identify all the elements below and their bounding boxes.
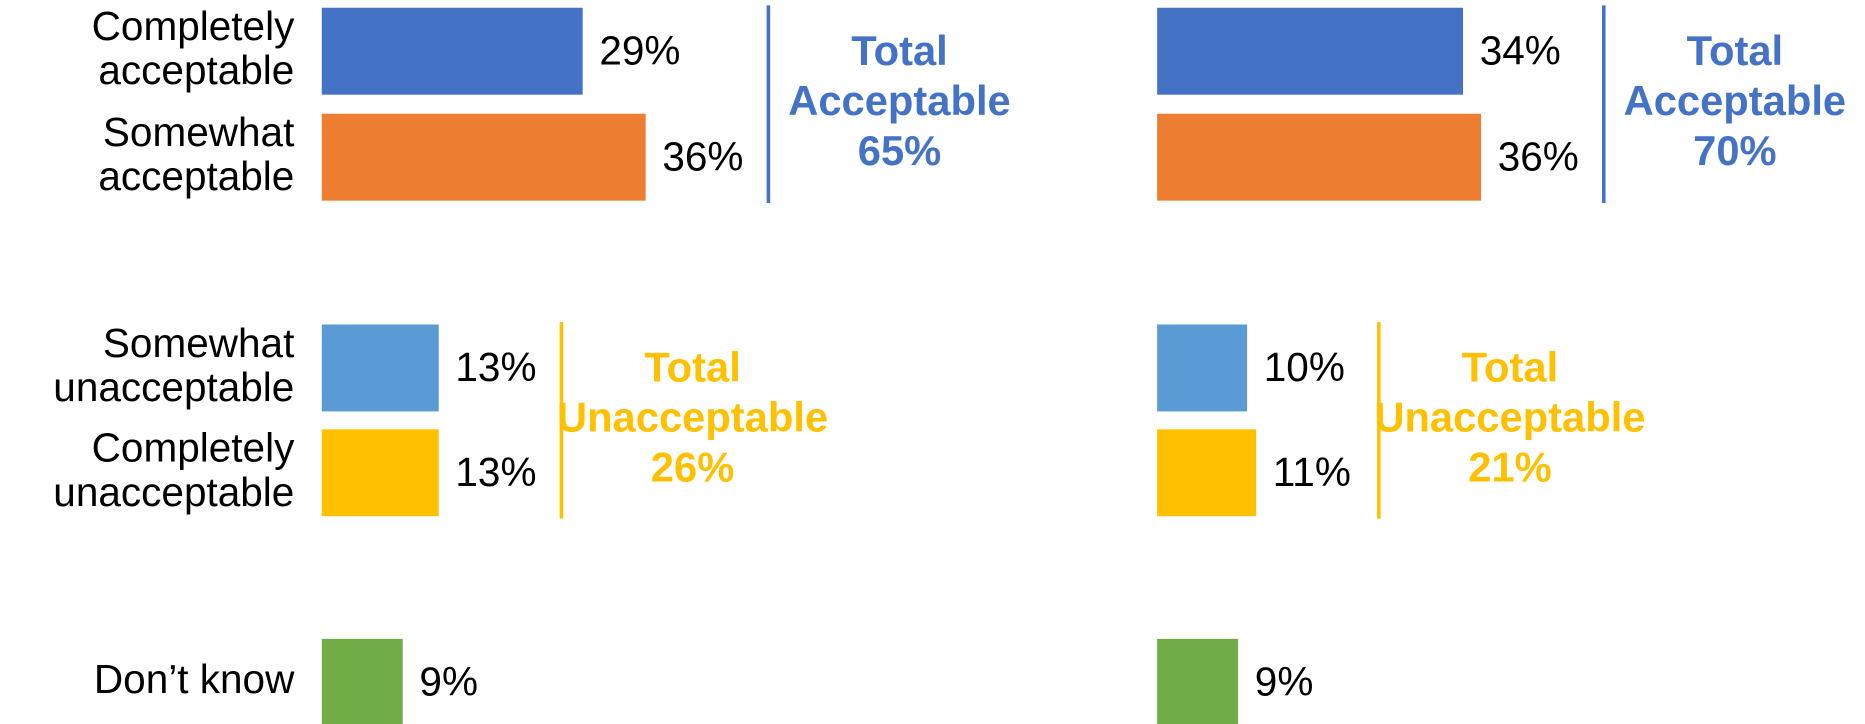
group-label: Total Unacceptable <box>1374 343 1645 440</box>
group-total: 70% <box>1693 127 1776 174</box>
value-label: 9% <box>1255 658 1314 704</box>
value-label: 13% <box>455 449 536 495</box>
group-total: 26% <box>651 443 734 490</box>
bar <box>321 113 646 201</box>
value-label: 10% <box>1264 344 1345 390</box>
bar <box>321 429 439 517</box>
value-label: 29% <box>599 27 680 73</box>
value-label: 9% <box>419 658 478 704</box>
bar <box>1157 7 1464 95</box>
bar <box>321 7 583 95</box>
group-total: 21% <box>1468 443 1551 490</box>
bar <box>1157 638 1239 724</box>
category-label: Don’t know <box>94 656 295 702</box>
group-label: Total Unacceptable <box>557 343 828 440</box>
value-label: 11% <box>1273 449 1351 495</box>
bar <box>321 324 439 412</box>
value-label: 13% <box>455 344 536 390</box>
category-label: Completely unacceptable <box>53 424 295 514</box>
group-total: 65% <box>858 127 941 174</box>
category-label: Somewhat unacceptable <box>53 320 294 410</box>
bar <box>1157 324 1248 412</box>
bar <box>321 638 403 724</box>
group-label: Total Acceptable <box>788 27 1011 124</box>
bar <box>1157 113 1482 201</box>
value-label: 36% <box>662 133 743 179</box>
group-label: Total Acceptable <box>1624 27 1847 124</box>
value-label: 36% <box>1498 133 1579 179</box>
value-label: 34% <box>1480 27 1561 73</box>
bar <box>1157 429 1257 517</box>
category-label: Completely acceptable <box>92 3 295 93</box>
category-label: Somewhat acceptable <box>98 109 294 199</box>
